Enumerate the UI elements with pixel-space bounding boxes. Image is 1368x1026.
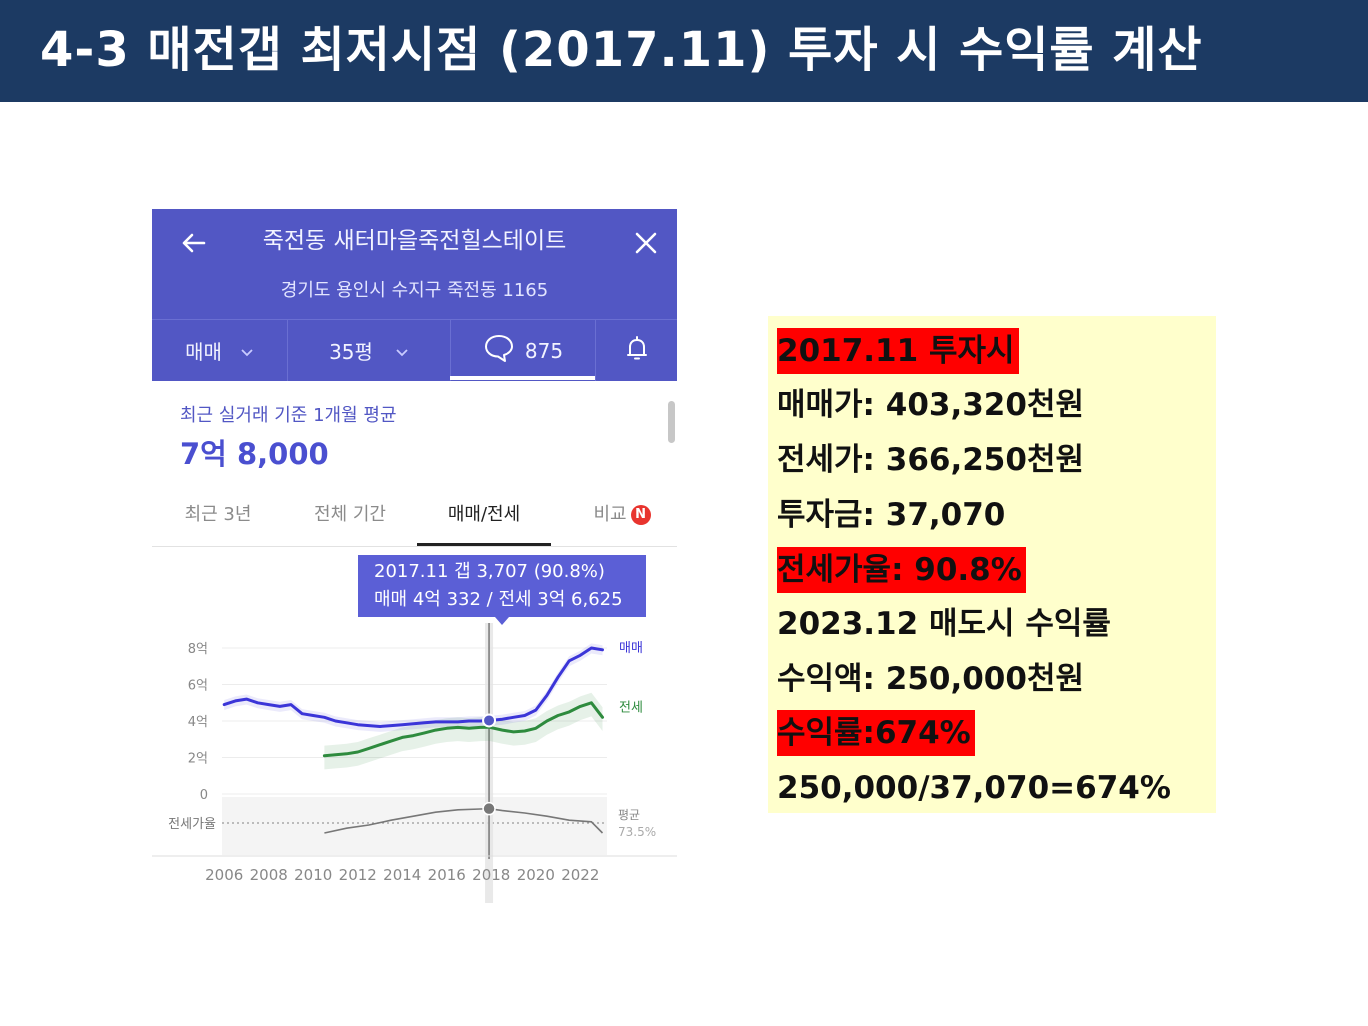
page-title: 4-3 매전갭 최저시점 (2017.11) 투자 시 수익률 계산 <box>40 22 1203 78</box>
title-bar: 4-3 매전갭 최저시점 (2017.11) 투자 시 수익률 계산 <box>0 0 1368 102</box>
tab-compare[interactable]: 비교 N <box>570 491 674 541</box>
x-tick-label: 2006 <box>205 866 243 884</box>
y-tick-label: 8억 <box>188 642 208 657</box>
notification-button[interactable] <box>596 320 677 381</box>
info-line-jeonse-ratio: 전세가율: 90.8% <box>777 547 1026 593</box>
tab-separator <box>595 320 596 381</box>
apartment-name: 죽전동 새터마을죽전힐스테이트 <box>262 228 567 254</box>
active-tab-indicator <box>450 376 595 380</box>
trade-type-label: 매매 <box>185 340 222 364</box>
header-divider <box>152 319 677 320</box>
period-tabs: 최근 3년 전체 기간 매매/전세 비교 N <box>152 491 677 547</box>
header-tabbar: 매매 35평 875 <box>152 320 677 381</box>
comment-count: 875 <box>524 338 564 363</box>
speech-bubble-icon <box>483 333 515 368</box>
tab-recent-3-years[interactable]: 최근 3년 <box>184 504 252 525</box>
jeonse-price-line <box>322 701 604 758</box>
bell-icon <box>622 333 652 368</box>
tab-separator <box>287 320 288 381</box>
x-tick-label: 2016 <box>428 866 466 884</box>
info-line-invest-title: 2017.11 투자시 <box>777 328 1019 374</box>
active-tab-underline <box>417 543 551 546</box>
info-line-sale-price: 매매가: 403,320천원 <box>777 387 1084 423</box>
app-screenshot: 죽전동 새터마을죽전힐스테이트 경기도 용인시 수지구 죽전동 1165 매매 … <box>152 209 677 904</box>
x-tick-label: 2014 <box>383 866 421 884</box>
info-line-formula: 250,000/37,070=674% <box>777 770 1171 806</box>
chevron-down-icon <box>240 339 254 363</box>
info-box: 2017.11 투자시 매매가: 403,320천원 전세가: 366,250천… <box>768 316 1216 813</box>
jeonse-ratio-line <box>324 807 604 834</box>
x-tick-label: 2020 <box>517 866 555 884</box>
tooltip-line-1: 2017.11 갭 3,707 (90.8%) <box>374 561 605 582</box>
x-tick-label: 2010 <box>294 866 332 884</box>
tooltip-arrow <box>495 617 509 625</box>
info-line-return-rate: 수익률:674% <box>777 710 975 756</box>
size-label: 35평 <box>329 340 373 364</box>
x-tick-label: 2018 <box>472 866 510 884</box>
x-tick-label: 2012 <box>339 866 377 884</box>
comments-button[interactable]: 875 <box>451 320 595 381</box>
ratio-axis-label: 전세가율 <box>168 817 216 832</box>
y-tick-label: 2억 <box>188 752 208 767</box>
size-dropdown[interactable]: 35평 <box>288 320 450 381</box>
ratio-average-value: 73.5% <box>618 825 656 839</box>
ratio-average-label: 평균 <box>618 808 640 822</box>
sale-marker-point <box>482 713 497 728</box>
info-line-jeonse-price: 전세가: 366,250천원 <box>777 442 1084 478</box>
tabs-divider <box>152 546 677 547</box>
ratio-marker-point <box>482 801 496 816</box>
tab-all-period[interactable]: 전체 기간 <box>314 504 386 525</box>
back-arrow-icon[interactable] <box>176 225 212 261</box>
tooltip-line-2: 매매 4억 332 / 전세 3억 6,625 <box>374 589 623 610</box>
info-line-investment: 투자금: 37,070 <box>777 497 1006 533</box>
tab-separator <box>450 320 451 381</box>
jeonse-range-band <box>324 692 603 770</box>
info-line-sell-title: 2023.12 매도시 수익률 <box>777 606 1111 642</box>
apartment-address: 경기도 용인시 수지구 죽전동 1165 <box>280 280 549 301</box>
app-header: 죽전동 새터마을죽전힐스테이트 경기도 용인시 수지구 죽전동 1165 매매 … <box>152 209 677 381</box>
sale-series-label: 매매 <box>619 641 643 656</box>
x-tick-label: 2008 <box>250 866 288 884</box>
chart-tooltip: 2017.11 갭 3,707 (90.8%) 매매 4억 332 / 전세 3… <box>358 555 646 617</box>
close-icon[interactable] <box>628 225 664 261</box>
chevron-down-icon <box>395 339 409 363</box>
average-price: 7억 8,000 <box>180 437 329 471</box>
x-tick-label: 2022 <box>561 866 599 884</box>
info-line-profit: 수익액: 250,000천원 <box>777 661 1084 697</box>
jeonse-series-label: 전세 <box>619 700 643 715</box>
average-label: 최근 실거래 기준 1개월 평균 <box>180 405 397 426</box>
y-tick-label: 4억 <box>188 715 208 730</box>
y-tick-label: 6억 <box>188 679 208 694</box>
ratio-panel-bg <box>222 797 607 855</box>
tab-sale-jeonse[interactable]: 매매/전세 <box>447 504 521 525</box>
scrollbar-thumb[interactable] <box>668 401 675 443</box>
trade-type-dropdown[interactable]: 매매 <box>152 320 287 381</box>
y-tick-label: 0 <box>200 788 208 803</box>
sale-price-line <box>222 646 604 728</box>
new-badge: N <box>630 505 651 525</box>
